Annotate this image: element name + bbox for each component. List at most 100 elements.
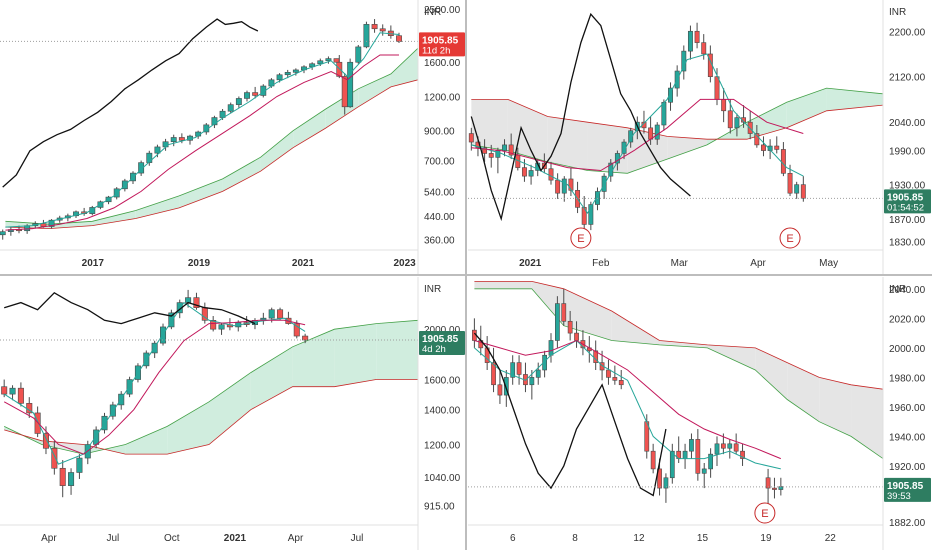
candle[interactable] bbox=[761, 136, 766, 157]
plot-area[interactable] bbox=[472, 281, 883, 511]
candle[interactable] bbox=[251, 318, 258, 330]
candle[interactable] bbox=[126, 376, 133, 398]
candle[interactable] bbox=[491, 347, 496, 393]
candle[interactable] bbox=[252, 86, 259, 99]
candle[interactable] bbox=[612, 365, 618, 385]
candle[interactable] bbox=[787, 164, 793, 197]
candle[interactable] bbox=[734, 113, 740, 137]
earnings-marker[interactable]: E bbox=[754, 502, 776, 524]
candle[interactable] bbox=[336, 55, 343, 79]
candle[interactable] bbox=[168, 309, 175, 330]
candle[interactable] bbox=[601, 173, 607, 199]
candle[interactable] bbox=[780, 142, 786, 177]
candle[interactable] bbox=[650, 443, 656, 474]
candle[interactable] bbox=[363, 21, 370, 49]
candle[interactable] bbox=[567, 310, 573, 341]
candle[interactable] bbox=[211, 115, 218, 129]
candle[interactable] bbox=[17, 382, 24, 407]
candle[interactable] bbox=[59, 460, 66, 498]
candle[interactable] bbox=[529, 370, 535, 400]
candle[interactable] bbox=[325, 56, 332, 64]
candle[interactable] bbox=[733, 433, 739, 455]
candle[interactable] bbox=[668, 82, 673, 111]
candle[interactable] bbox=[535, 362, 541, 385]
candle[interactable] bbox=[754, 125, 760, 148]
candle[interactable] bbox=[714, 436, 720, 466]
candle[interactable] bbox=[794, 181, 800, 199]
candle[interactable] bbox=[502, 139, 507, 157]
candle[interactable] bbox=[586, 336, 592, 363]
candle[interactable] bbox=[81, 207, 88, 216]
candle[interactable] bbox=[235, 96, 242, 108]
candle[interactable] bbox=[580, 330, 586, 356]
candle[interactable] bbox=[516, 355, 522, 385]
candle[interactable] bbox=[302, 333, 309, 344]
candle[interactable] bbox=[387, 25, 394, 39]
plot-area[interactable] bbox=[468, 12, 883, 236]
candle[interactable] bbox=[285, 311, 292, 325]
candle[interactable] bbox=[9, 385, 16, 401]
candle[interactable] bbox=[508, 133, 514, 160]
candle[interactable] bbox=[7, 227, 14, 236]
candle[interactable] bbox=[154, 144, 161, 158]
candle[interactable] bbox=[472, 318, 477, 348]
candle[interactable] bbox=[68, 468, 75, 495]
candle[interactable] bbox=[497, 370, 503, 404]
candle[interactable] bbox=[654, 122, 660, 145]
candle[interactable] bbox=[669, 443, 675, 484]
x-axis[interactable]: 2021 Feb Mar Apr May bbox=[519, 258, 838, 269]
candle[interactable] bbox=[73, 210, 79, 218]
earnings-marker[interactable]: E bbox=[779, 227, 801, 249]
candle[interactable] bbox=[347, 58, 354, 108]
candle[interactable] bbox=[618, 370, 624, 390]
x-axis[interactable]: 6 8 12 15 19 22 bbox=[510, 533, 836, 544]
candle[interactable] bbox=[76, 454, 83, 479]
candle[interactable] bbox=[588, 201, 594, 231]
candle[interactable] bbox=[542, 350, 547, 378]
candle[interactable] bbox=[488, 144, 494, 168]
candle[interactable] bbox=[727, 99, 733, 134]
candle[interactable] bbox=[674, 65, 680, 97]
candle[interactable] bbox=[800, 176, 806, 202]
candle[interactable] bbox=[548, 161, 554, 185]
candle[interactable] bbox=[193, 292, 200, 310]
candle[interactable] bbox=[468, 127, 474, 151]
candle[interactable] bbox=[663, 473, 669, 503]
candle[interactable] bbox=[727, 439, 733, 459]
candle[interactable] bbox=[170, 134, 177, 147]
candle[interactable] bbox=[333, 58, 340, 63]
candle[interactable] bbox=[740, 443, 745, 466]
candle[interactable] bbox=[687, 25, 693, 60]
candle[interactable] bbox=[708, 448, 713, 478]
candle[interactable] bbox=[138, 160, 145, 176]
candle[interactable] bbox=[510, 355, 516, 385]
candle[interactable] bbox=[51, 440, 58, 475]
candle[interactable] bbox=[201, 302, 208, 324]
candle[interactable] bbox=[118, 391, 125, 410]
candle[interactable] bbox=[260, 312, 267, 325]
chart-panel-top-left[interactable]: 2500.002000.001600.001200.00900.00700.00… bbox=[0, 0, 465, 275]
candle[interactable] bbox=[379, 24, 386, 36]
plot-area[interactable] bbox=[0, 18, 418, 240]
y-axis[interactable]: 2200.00 2120.00 2040.00 1990.00 1930.00 1870.… bbox=[889, 7, 926, 248]
candle[interactable] bbox=[774, 136, 780, 154]
candle[interactable] bbox=[555, 173, 561, 199]
candle[interactable] bbox=[284, 69, 291, 79]
y-axis[interactable]: 2000.00 1600.00 1400.00 1200.00 1040.00 915.0… bbox=[424, 284, 461, 513]
candle[interactable] bbox=[292, 68, 299, 76]
candle[interactable] bbox=[772, 477, 777, 499]
candle[interactable] bbox=[548, 333, 554, 363]
candle[interactable] bbox=[277, 307, 284, 321]
candle[interactable] bbox=[260, 84, 267, 98]
candle[interactable] bbox=[355, 44, 362, 64]
candle[interactable] bbox=[0, 229, 6, 240]
candle[interactable] bbox=[484, 336, 490, 370]
candle[interactable] bbox=[482, 139, 488, 162]
plot-area[interactable] bbox=[1, 289, 418, 498]
candle[interactable] bbox=[371, 19, 378, 33]
candle[interactable] bbox=[555, 296, 560, 348]
